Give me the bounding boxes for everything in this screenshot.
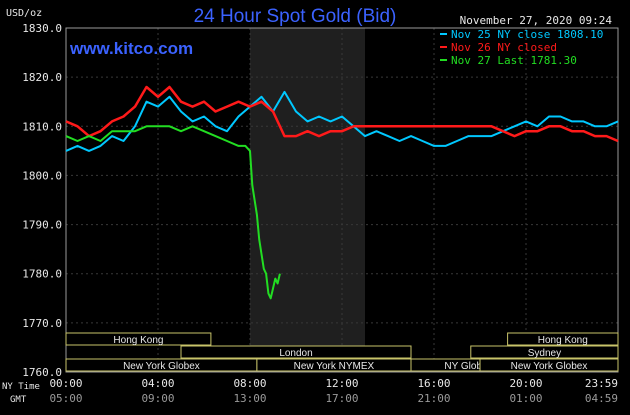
y-tick-label: 1790.0: [22, 219, 62, 232]
legend-entry: Nov 25 NY close 1808.10: [451, 28, 603, 41]
gmt-tick-label: 21:00: [417, 392, 450, 405]
gmt-tick-label: 13:00: [233, 392, 266, 405]
x-tick-label: 20:00: [509, 377, 542, 390]
gmt-tick-label: 04:59: [585, 392, 618, 405]
series-line-2: [65, 85, 619, 143]
plot-border: [65, 27, 619, 373]
x-tick-label: 16:00: [417, 377, 450, 390]
gmt-tick-label: 17:00: [325, 392, 358, 405]
plot-area: 1830.0 1820.0 1810.0 1800.0 1790.0 1780.0 1770…: [22, 22, 619, 405]
session-bar: [65, 332, 212, 346]
x-tick-label: 08:00: [233, 377, 266, 390]
legend-entry: Nov 27 Last 1781.30: [451, 54, 577, 67]
session-label: Hong Kong: [538, 335, 588, 346]
x-tick-label: 00:00: [49, 377, 82, 390]
y-tick-label: 1830.0: [22, 22, 62, 35]
session-bar: [507, 332, 619, 346]
x-tick-label: 12:00: [325, 377, 358, 390]
session-label: Hong Kong: [113, 335, 163, 346]
unit-label: USD/oz: [6, 8, 42, 19]
legend-entry: Nov 26 NY closed: [451, 41, 557, 54]
session-bar: [470, 345, 619, 359]
x-tick-label: 04:00: [141, 377, 174, 390]
gmt-tick-label: 01:00: [509, 392, 542, 405]
session-bar: [180, 345, 412, 359]
y-tick-label: 1770.0: [22, 317, 62, 330]
session-label: Sydney: [528, 348, 561, 359]
y-tick-label: 1820.0: [22, 71, 62, 84]
y-tick-label: 1800.0: [22, 169, 62, 182]
session-label: New York Globex: [123, 361, 200, 372]
session-label: NY Globex: [444, 361, 492, 372]
session-label: New York Globex: [511, 361, 588, 372]
chart-title: 24 Hour Spot Gold (Bid): [194, 6, 397, 27]
shaded-session-region: [250, 28, 365, 372]
y-tick-label: 1780.0: [22, 268, 62, 281]
series-line-1: [65, 90, 619, 152]
series-line-3: [65, 125, 281, 300]
x-tick-label: 23:59: [585, 377, 618, 390]
gmt-label: GMT: [10, 395, 27, 405]
session-bar: [479, 358, 619, 372]
chart-date: November 27, 2020 09:24: [460, 14, 613, 27]
brand-logo: www.kitco.com: [69, 39, 193, 58]
y-tick-label: 1810.0: [22, 120, 62, 133]
ny-time-label: NY Time: [2, 382, 40, 392]
y-tick-label: 1760.0: [22, 366, 62, 379]
session-label: New York NYMEX: [294, 361, 375, 372]
gmt-tick-label: 05:00: [49, 392, 82, 405]
gmt-tick-label: 09:00: [141, 392, 174, 405]
session-label: London: [279, 348, 312, 359]
